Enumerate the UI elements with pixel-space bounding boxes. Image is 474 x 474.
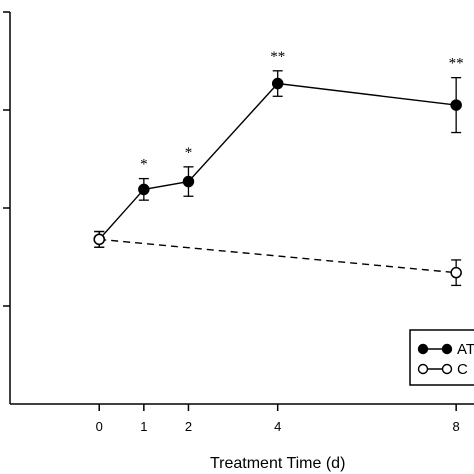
legend-label-AT: AT [457, 341, 474, 358]
legend: AT C [409, 329, 474, 386]
data-point-C [450, 266, 462, 279]
legend-marker-AT [417, 343, 429, 355]
legend-marker-C [441, 363, 453, 375]
data-point-AT [450, 99, 462, 111]
legend-box [409, 329, 474, 386]
data-point-AT [138, 183, 150, 196]
x-tick-label: 8 [453, 419, 460, 434]
x-tick-label: 4 [274, 419, 281, 434]
x-tick-label: 2 [185, 419, 192, 434]
significance-label: ** [270, 49, 285, 65]
series-layer [93, 70, 462, 287]
series-line-AT [98, 82, 457, 240]
legend-marker-C [417, 363, 429, 375]
legend-label-C: C [457, 361, 468, 378]
data-point-AT [182, 175, 195, 188]
x-axis-title: Treatment Time (d) [210, 455, 345, 472]
significance-label: ** [449, 56, 464, 72]
legend-marker-AT [441, 343, 453, 355]
data-point-AT [271, 77, 284, 90]
axes [3, 11, 474, 411]
significance-label: * [185, 145, 193, 161]
series-line-C [99, 238, 457, 274]
x-tick-label: 1 [140, 419, 147, 434]
significance-label: * [140, 157, 148, 173]
data-point-C [93, 233, 105, 246]
x-tick-label: 0 [96, 419, 103, 434]
